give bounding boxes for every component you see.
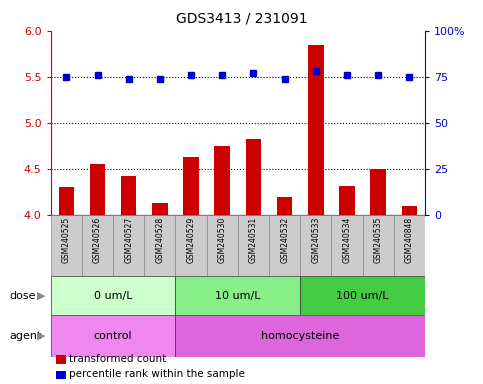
Text: GSM240531: GSM240531 — [249, 217, 258, 263]
Bar — [51, 315, 175, 357]
Text: GSM240532: GSM240532 — [280, 217, 289, 263]
Bar — [175, 215, 207, 276]
Text: ▶: ▶ — [37, 291, 46, 301]
Text: GSM240533: GSM240533 — [312, 217, 320, 263]
Text: GSM240528: GSM240528 — [156, 217, 164, 263]
Bar — [363, 215, 394, 276]
Text: 0 um/L: 0 um/L — [94, 291, 132, 301]
Text: transformed count: transformed count — [69, 354, 166, 364]
Text: GSM240534: GSM240534 — [342, 217, 352, 263]
Text: GDS3413 / 231091: GDS3413 / 231091 — [176, 12, 307, 25]
Text: GSM240527: GSM240527 — [124, 217, 133, 263]
Bar — [144, 215, 175, 276]
Bar — [113, 215, 144, 276]
Bar — [152, 203, 168, 215]
Bar — [207, 215, 238, 276]
Bar — [183, 157, 199, 215]
Text: GSM240526: GSM240526 — [93, 217, 102, 263]
Bar — [51, 215, 82, 276]
Bar — [269, 215, 300, 276]
Text: 100 um/L: 100 um/L — [336, 291, 389, 301]
Bar — [308, 45, 324, 215]
Bar — [58, 187, 74, 215]
Bar — [246, 139, 261, 215]
Text: dose: dose — [10, 291, 36, 301]
Bar — [82, 215, 113, 276]
Bar — [277, 197, 293, 215]
Text: GSM240529: GSM240529 — [186, 217, 196, 263]
Bar — [175, 315, 425, 357]
Bar — [90, 164, 105, 215]
Bar — [339, 185, 355, 215]
Bar — [300, 276, 425, 315]
Bar — [175, 276, 300, 315]
Bar — [370, 169, 386, 215]
Text: GSM240525: GSM240525 — [62, 217, 71, 263]
Text: agent: agent — [10, 331, 42, 341]
Bar — [331, 215, 363, 276]
Bar — [51, 276, 175, 315]
Bar — [238, 215, 269, 276]
Text: GSM240848: GSM240848 — [405, 217, 414, 263]
Text: homocysteine: homocysteine — [261, 331, 340, 341]
Text: control: control — [94, 331, 132, 341]
Bar — [121, 176, 137, 215]
Bar — [402, 206, 417, 215]
Text: percentile rank within the sample: percentile rank within the sample — [69, 369, 245, 379]
Bar — [394, 215, 425, 276]
Text: ▶: ▶ — [37, 331, 46, 341]
Text: GSM240535: GSM240535 — [374, 217, 383, 263]
Text: 10 um/L: 10 um/L — [215, 291, 261, 301]
Text: GSM240530: GSM240530 — [218, 217, 227, 263]
Bar — [300, 215, 331, 276]
Bar — [214, 146, 230, 215]
